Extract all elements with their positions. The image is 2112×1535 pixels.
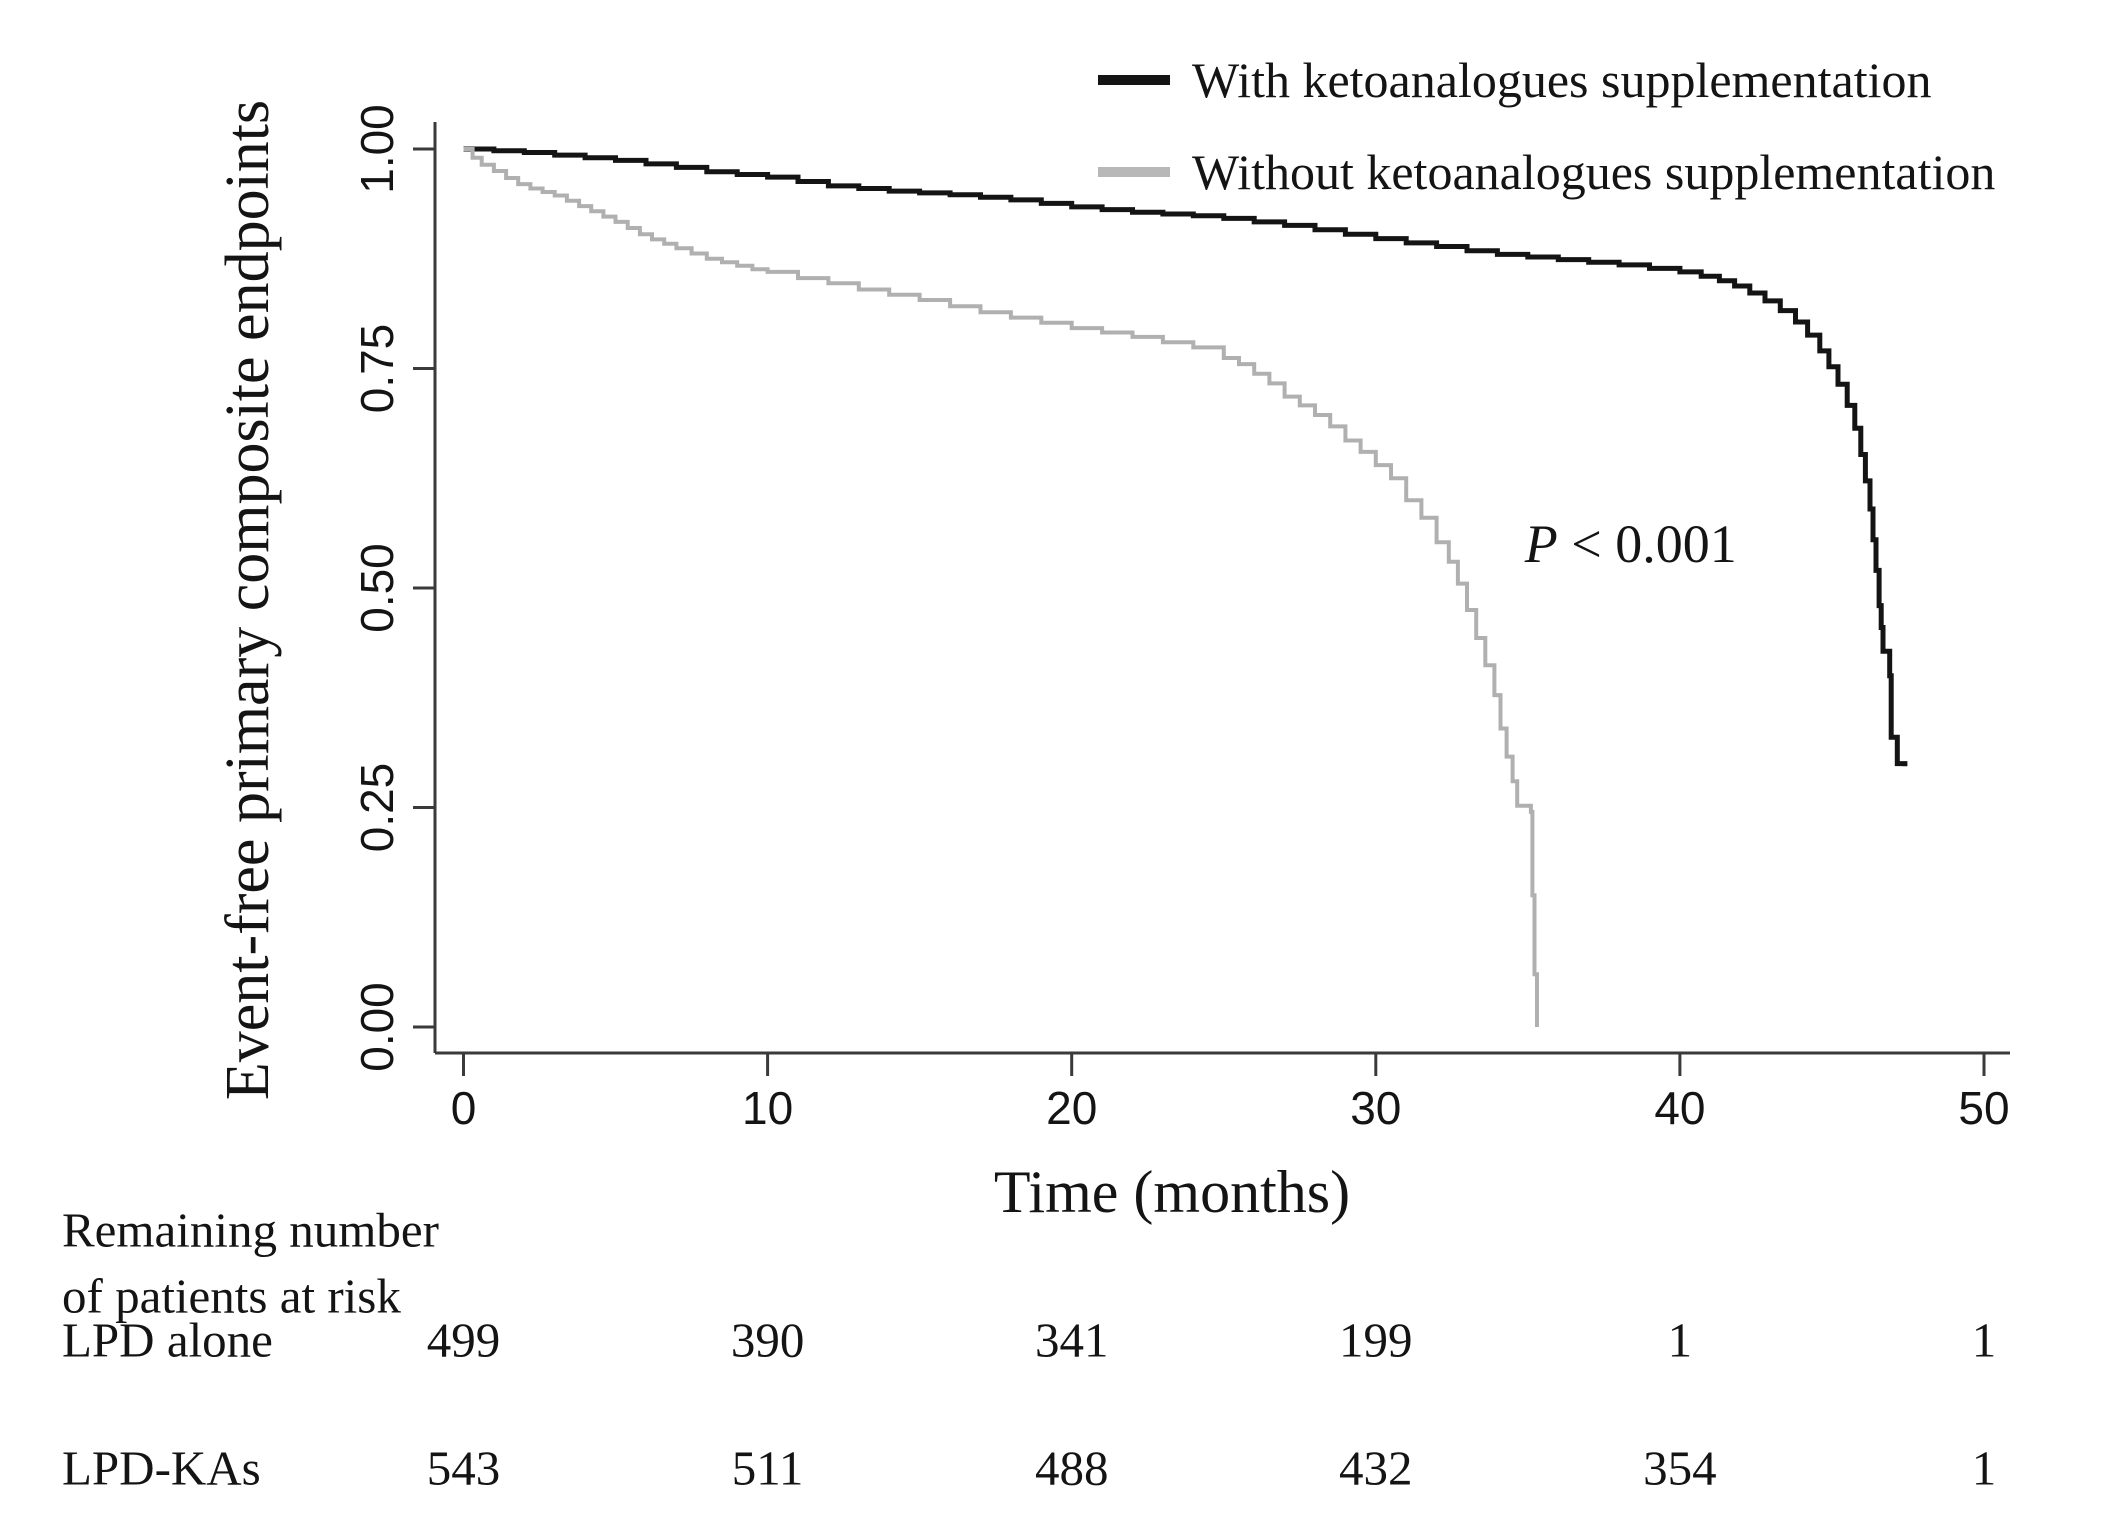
x-tick-label: 50	[1958, 1082, 2009, 1134]
risk-count: 1	[1972, 1441, 1997, 1496]
p-value-annotation: P < 0.001	[1524, 514, 1737, 574]
risk-table-header-line1: Remaining number	[62, 1203, 439, 1258]
y-tick-label: 1.00	[351, 104, 403, 194]
y-tick-label: 0.50	[351, 543, 403, 633]
x-tick-label: 20	[1046, 1082, 1097, 1134]
y-tick-label: 0.25	[351, 763, 403, 853]
risk-row-label-lpd-kas: LPD-KAs	[62, 1441, 261, 1496]
km-curve-without-ka	[463, 147, 1539, 1027]
risk-table-header-line2: of patients at risk	[62, 1269, 401, 1324]
risk-count: 511	[732, 1441, 804, 1496]
risk-count: 488	[1035, 1441, 1109, 1496]
x-tick-label: 30	[1350, 1082, 1401, 1134]
risk-table-counts: 499 390 341 199 1 1 543 511 488 432 354 1	[427, 1313, 1997, 1496]
axes	[433, 122, 2010, 1055]
risk-count: 341	[1035, 1313, 1109, 1368]
survival-curves	[463, 146, 1908, 1027]
y-axis-title: Event-free primary composite endpoints	[214, 100, 282, 1100]
risk-count: 354	[1643, 1441, 1717, 1496]
risk-count: 1	[1668, 1313, 1693, 1368]
risk-count: 499	[427, 1313, 501, 1368]
y-axis-ticks: 0.00 0.25 0.50 0.75 1.00	[351, 104, 435, 1072]
km-curve-with-ka	[463, 146, 1908, 767]
y-tick-label: 0.00	[351, 982, 403, 1072]
risk-count: 432	[1339, 1441, 1413, 1496]
legend-label-without-ka: Without ketoanalogues supplementation	[1192, 144, 1995, 200]
y-tick-label: 0.75	[351, 324, 403, 414]
risk-table: Remaining number of patients at risk LPD…	[62, 1203, 1996, 1496]
x-tick-label: 10	[742, 1082, 793, 1134]
risk-count: 199	[1339, 1313, 1413, 1368]
risk-count: 390	[731, 1313, 805, 1368]
x-tick-label: 40	[1654, 1082, 1705, 1134]
risk-row-label-lpd-alone: LPD alone	[62, 1313, 273, 1368]
legend-label-with-ka: With ketoanalogues supplementation	[1192, 52, 1931, 108]
risk-count: 543	[427, 1441, 501, 1496]
legend: With ketoanalogues supplementation Witho…	[1098, 52, 1995, 200]
x-axis-ticks: 0 10 20 30 40 50	[451, 1053, 2010, 1134]
x-axis-title: Time (months)	[994, 1159, 1350, 1225]
risk-count: 1	[1972, 1313, 1997, 1368]
x-tick-label: 0	[451, 1082, 477, 1134]
